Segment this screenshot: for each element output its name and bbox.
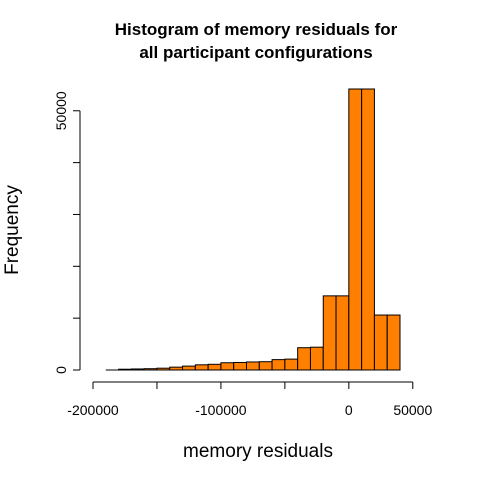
x-tick-label-0: -200000 <box>67 402 119 418</box>
histogram-bar-18 <box>335 295 350 371</box>
x-axis-label: memory residuals <box>183 441 333 462</box>
chart-title-line-1: Histogram of memory residuals for <box>115 20 398 39</box>
x-tick-label-4: 0 <box>345 402 353 418</box>
histogram-bar-16 <box>309 346 324 371</box>
histogram-bar-13 <box>271 359 286 371</box>
histogram-bar-11 <box>246 361 260 371</box>
histogram-bar-12 <box>258 361 273 371</box>
histogram-bar-6 <box>182 365 196 371</box>
histogram-bar-19 <box>348 88 363 371</box>
histogram-bar-20 <box>361 88 375 371</box>
x-tick-label-5: 50000 <box>393 402 432 418</box>
histogram-bar-14 <box>284 358 299 371</box>
chart-title-line-2: all participant configurations <box>139 43 372 62</box>
histogram-bar-22 <box>386 314 401 371</box>
histogram-bar-21 <box>373 314 388 371</box>
histogram-bar-15 <box>297 347 311 371</box>
histogram-bar-17 <box>322 295 337 371</box>
bars-group <box>105 88 401 371</box>
y-tick-label-5: 50000 <box>53 91 69 130</box>
histogram-bar-9 <box>220 362 235 371</box>
histogram-bar-8 <box>207 363 222 371</box>
histogram-bar-7 <box>194 364 209 371</box>
x-tick-label-2: -100000 <box>195 402 247 418</box>
y-axis-label: Frequency <box>2 185 23 275</box>
histogram-bar-10 <box>233 361 248 371</box>
y-axis: 0 50000 <box>53 91 81 374</box>
x-axis: -200000 -100000 0 50000 <box>67 381 432 418</box>
y-tick-label-0: 0 <box>53 366 69 374</box>
